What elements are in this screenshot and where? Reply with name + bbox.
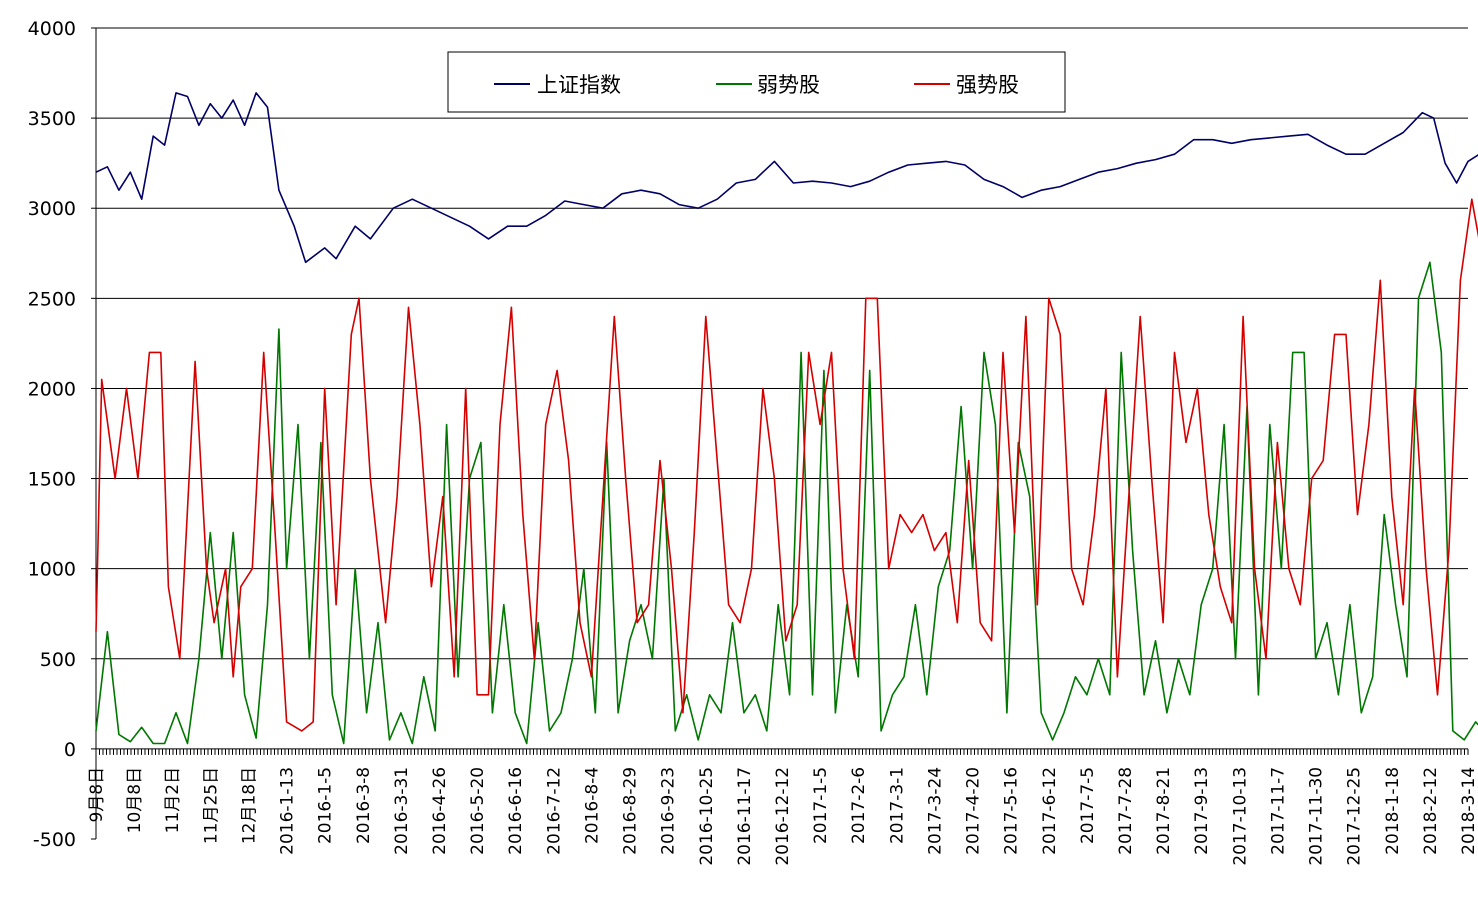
x-tick-label: 11月2日 [163, 767, 183, 833]
series-lines [95, 92, 1478, 745]
y-tick-label: 4000 [28, 18, 76, 40]
legend-box [447, 51, 1066, 113]
x-tick-label: 2016-1-13 [278, 767, 298, 855]
x-tick-label: 2017-3-1 [887, 767, 907, 844]
x-tick-label: 2016-11-17 [735, 767, 755, 866]
x-tick-label: 2017-7-5 [1078, 767, 1098, 844]
x-tick-label: 2017-5-16 [1002, 767, 1022, 855]
x-tick-label: 2017-2-6 [849, 767, 869, 844]
series-line-0 [95, 92, 1478, 264]
x-tick-label: 2016-6-16 [506, 767, 526, 855]
x-tick-label: 2016-5-20 [468, 767, 488, 855]
x-tick-label: 2018-3-14 [1459, 767, 1478, 855]
x-tick-label: 2017-3-24 [925, 767, 945, 855]
x-tick-label: 2016-8-29 [621, 767, 641, 855]
y-tick-label: 1500 [28, 469, 76, 491]
x-tick-label: 2017-1-5 [811, 767, 831, 844]
y-tick-label: 3500 [28, 108, 76, 130]
x-tick-label: 2018-1-18 [1383, 767, 1403, 855]
y-tick-label: 0 [64, 739, 76, 761]
y-tick-label: 2500 [28, 288, 76, 310]
x-tick-label: 2016-7-12 [544, 767, 564, 855]
x-tick-label: 2016-3-8 [354, 767, 374, 844]
x-tick-label: 2017-12-25 [1345, 767, 1365, 866]
y-tick-label: 1000 [28, 559, 76, 581]
series-line-1 [95, 261, 1478, 745]
y-tick-label: -500 [33, 829, 76, 851]
x-tick-label: 2017-11-30 [1307, 767, 1327, 866]
x-tick-label: 2016-8-4 [582, 767, 602, 844]
x-tick-label: 2017-7-28 [1116, 767, 1136, 855]
x-tick-label: 10月8日 [125, 767, 145, 833]
x-tick-labels: 9月8日 10月8日 11月2日 11月25日 12月18日 2016-1-13 2016-… [87, 767, 1478, 866]
legend: 上证指数 弱势股 强势股 [447, 51, 1066, 113]
x-tick-label: 2016-4-26 [430, 767, 450, 855]
y-tick-label: 3000 [28, 198, 76, 220]
x-tick-label: 2017-8-21 [1154, 767, 1174, 855]
x-tick-label: 2017-9-13 [1192, 767, 1212, 855]
grid-lines [96, 27, 1468, 660]
series-line-2 [95, 198, 1478, 732]
legend-label-2: 强势股 [956, 73, 1019, 97]
x-tick-label: 2017-11-7 [1268, 767, 1288, 855]
x-tick-label: 2016-9-23 [659, 767, 679, 855]
legend-label-0: 上证指数 [537, 73, 621, 97]
x-tick-label: 2016-1-5 [316, 767, 336, 844]
legend-label-1: 弱势股 [757, 73, 820, 97]
y-tick-label: 2000 [28, 378, 76, 400]
x-tick-label: 2017-6-12 [1040, 767, 1060, 855]
x-tick-label: 2016-12-12 [773, 767, 793, 866]
x-tick-label: 11月25日 [201, 767, 221, 844]
x-tick-label: 9月8日 [87, 767, 107, 823]
x-tick-label: 2017-10-13 [1230, 767, 1250, 866]
x-tick-label: 2016-3-31 [392, 767, 412, 855]
x-tick-label: 2017-4-20 [964, 767, 984, 855]
x-tick-label: 2016-10-25 [697, 767, 717, 866]
y-tick-labels: 4000 3500 3000 2500 2000 1500 1000 500 0 -500 [28, 18, 76, 851]
x-tick-label: 2018-2-12 [1421, 767, 1441, 855]
x-tick-label: 12月18日 [239, 767, 259, 844]
axes [91, 27, 1469, 840]
y-tick-label: 500 [40, 649, 76, 671]
